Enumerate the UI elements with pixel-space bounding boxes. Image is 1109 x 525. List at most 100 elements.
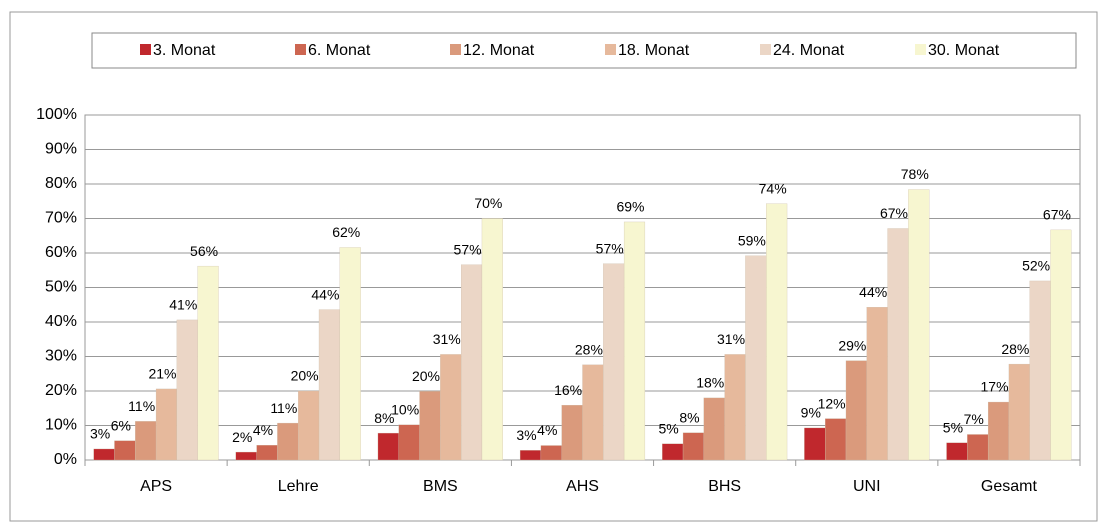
value-label: 16% xyxy=(554,382,582,398)
bar xyxy=(419,391,441,461)
value-label: 62% xyxy=(332,224,360,240)
bar xyxy=(398,424,420,461)
y-tick-label: 50% xyxy=(45,279,77,296)
bar xyxy=(582,364,604,461)
bar xyxy=(155,388,178,461)
legend-swatch xyxy=(295,44,306,55)
value-label: 18% xyxy=(696,375,724,391)
value-label: 28% xyxy=(575,341,603,357)
bar xyxy=(197,265,219,461)
legend-swatch xyxy=(605,44,616,55)
bar xyxy=(804,427,826,461)
value-label: 69% xyxy=(616,199,644,215)
bar xyxy=(93,448,115,461)
value-label: 8% xyxy=(679,409,699,425)
value-label: 41% xyxy=(169,297,197,313)
value-label: 5% xyxy=(659,420,679,436)
bar xyxy=(519,450,542,461)
bar xyxy=(176,319,198,461)
x-tick-label: Gesamt xyxy=(981,478,1038,495)
value-label: 52% xyxy=(1022,258,1050,274)
value-label: 67% xyxy=(1043,207,1071,223)
value-label: 3% xyxy=(90,426,110,442)
value-label: 9% xyxy=(801,405,821,421)
bar xyxy=(1050,229,1072,461)
value-label: 20% xyxy=(412,368,440,384)
bar xyxy=(256,445,278,461)
legend-label: 24. Monat xyxy=(773,42,845,59)
bar xyxy=(481,218,503,461)
bar xyxy=(703,397,725,461)
value-label: 10% xyxy=(391,402,419,418)
value-label: 4% xyxy=(537,422,557,438)
bar xyxy=(845,360,867,461)
legend-label: 18. Monat xyxy=(618,42,690,59)
bar xyxy=(235,451,257,461)
value-label: 67% xyxy=(880,205,908,221)
legend-label: 3. Monat xyxy=(153,42,216,59)
y-tick-label: 70% xyxy=(45,210,77,227)
legend-label: 12. Monat xyxy=(463,42,535,59)
x-tick-label: BMS xyxy=(423,478,458,495)
x-tick-label: UNI xyxy=(853,478,881,495)
value-label: 28% xyxy=(1001,341,1029,357)
legend-label: 30. Monat xyxy=(928,42,1000,59)
value-label: 44% xyxy=(859,284,887,300)
y-tick-label: 90% xyxy=(45,141,77,158)
bar xyxy=(603,263,625,461)
value-label: 7% xyxy=(964,411,984,427)
x-tick-label: Lehre xyxy=(278,478,319,495)
value-label: 2% xyxy=(232,429,252,445)
value-label: 4% xyxy=(253,422,273,438)
y-tick-label: 20% xyxy=(45,382,77,399)
value-label: 21% xyxy=(148,366,176,382)
value-label: 17% xyxy=(981,379,1009,395)
bar xyxy=(298,390,320,461)
legend-label: 6. Monat xyxy=(308,42,371,59)
legend-swatch xyxy=(450,44,461,55)
value-label: 20% xyxy=(291,368,319,384)
legend-box xyxy=(91,32,1077,69)
bar xyxy=(1008,363,1030,461)
y-tick-label: 0% xyxy=(54,451,77,468)
value-label: 3% xyxy=(516,427,536,443)
bar xyxy=(114,440,136,461)
value-label: 31% xyxy=(433,331,461,347)
legend-swatch xyxy=(915,44,926,55)
value-label: 11% xyxy=(128,398,155,414)
value-label: 29% xyxy=(838,337,866,353)
value-label: 31% xyxy=(717,331,745,347)
value-label: 59% xyxy=(738,232,766,248)
legend-swatch xyxy=(140,44,151,55)
bar xyxy=(135,421,157,461)
x-tick-label: APS xyxy=(140,478,172,495)
value-label: 6% xyxy=(111,417,131,433)
y-tick-label: 30% xyxy=(45,348,77,365)
bar xyxy=(967,434,989,461)
bar xyxy=(277,422,299,461)
y-tick-label: 100% xyxy=(36,106,77,123)
bar xyxy=(561,404,583,461)
value-label: 70% xyxy=(474,195,502,211)
bar xyxy=(866,307,888,461)
value-label: 11% xyxy=(270,400,297,416)
bar xyxy=(724,354,746,461)
value-label: 78% xyxy=(901,166,929,182)
bar xyxy=(825,418,847,461)
bar xyxy=(662,443,684,461)
x-tick-label: BHS xyxy=(708,478,741,495)
bar xyxy=(987,401,1010,461)
value-label: 57% xyxy=(454,241,482,257)
bar xyxy=(339,247,361,461)
bar xyxy=(946,442,968,461)
value-label: 5% xyxy=(943,419,963,435)
y-tick-label: 80% xyxy=(45,175,77,192)
legend-swatch xyxy=(760,44,771,55)
bar xyxy=(461,264,483,461)
bar xyxy=(377,432,399,461)
value-label: 74% xyxy=(759,180,787,196)
value-label: 12% xyxy=(818,395,846,411)
bar xyxy=(682,432,704,461)
value-label: 56% xyxy=(190,243,218,259)
